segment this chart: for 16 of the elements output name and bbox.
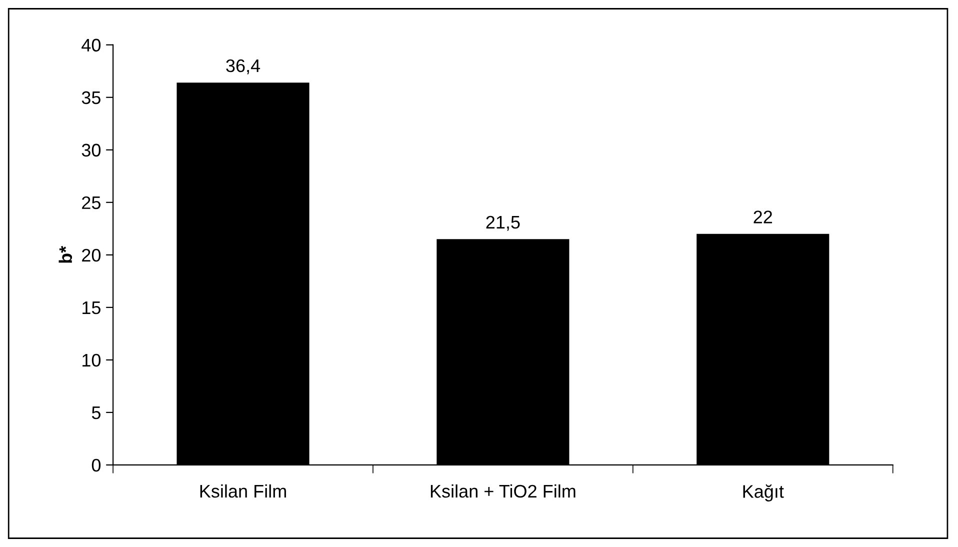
y-tick-label: 15 — [82, 302, 100, 314]
y-tick-label: 35 — [82, 91, 100, 104]
x-tick-label: Ksilan Film — [200, 484, 286, 498]
y-tick-label: 40 — [82, 38, 101, 52]
x-tick-label: Ksilan + TiO2 Film — [430, 484, 576, 498]
y-tick-label: 25 — [82, 196, 100, 210]
x-tick-label: Kağıt — [743, 484, 784, 502]
data-label: 21,5 — [486, 216, 520, 231]
data-label: 22 — [754, 210, 772, 224]
y-tick-label: 30 — [82, 144, 101, 157]
y-tick-label: 5 — [92, 406, 100, 420]
y-tick-label: 0 — [92, 458, 101, 472]
y-tick-label: 20 — [82, 248, 101, 262]
data-label: 36,4 — [226, 59, 260, 74]
y-axis-title: b* — [58, 246, 72, 263]
y-tick-label: 10 — [82, 354, 101, 367]
